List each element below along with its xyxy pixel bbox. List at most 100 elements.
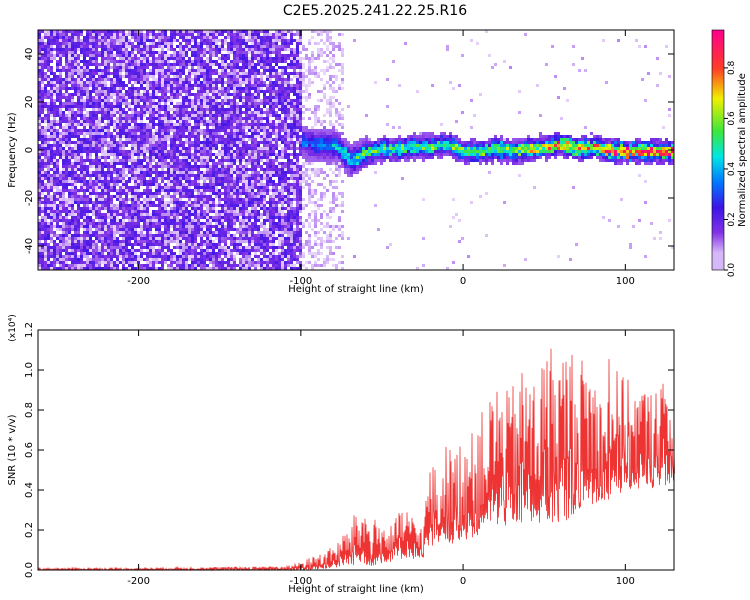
heatmap-cell <box>242 207 245 210</box>
heatmap-cell <box>170 162 173 165</box>
heatmap-cell <box>161 75 164 78</box>
heatmap-cell <box>56 243 59 246</box>
heatmap-cell <box>62 159 65 162</box>
heatmap-cell <box>38 66 41 69</box>
heatmap-cell <box>116 174 119 177</box>
heatmap-cell <box>164 108 167 111</box>
heatmap-cell <box>185 264 188 267</box>
heatmap-cell <box>215 132 218 135</box>
heatmap-cell <box>50 36 53 39</box>
heatmap-cell <box>203 267 206 270</box>
heatmap-cell <box>146 186 149 189</box>
heatmap-cell <box>176 33 179 36</box>
heatmap-cell <box>80 75 83 78</box>
heatmap-cell <box>182 120 185 123</box>
heatmap-cell <box>53 207 56 210</box>
heatmap-cell <box>236 72 239 75</box>
heatmap-cell <box>164 240 167 243</box>
heatmap-cell <box>77 129 80 132</box>
heatmap-cell <box>134 210 137 213</box>
heatmap-cell <box>158 192 161 195</box>
heatmap-cell <box>134 120 137 123</box>
heatmap-cell <box>203 195 206 198</box>
heatmap-cell <box>110 39 113 42</box>
heatmap-cell <box>77 153 80 156</box>
heatmap-cell <box>131 36 134 39</box>
heatmap-cell <box>167 54 170 57</box>
heatmap-cell <box>200 72 203 75</box>
heatmap-cell <box>59 210 62 213</box>
heatmap-cell <box>215 60 218 63</box>
heatmap-cell <box>62 264 65 267</box>
heatmap-cell <box>122 225 125 228</box>
heatmap-cell <box>149 201 152 204</box>
heatmap-cell <box>134 258 137 261</box>
heatmap-cell <box>116 243 119 246</box>
heatmap-cell <box>38 63 41 66</box>
heatmap-cell <box>134 180 137 183</box>
heatmap-cell <box>185 60 188 63</box>
heatmap-cell <box>155 210 158 213</box>
heatmap-cell <box>83 123 86 126</box>
heatmap-cell <box>107 243 110 246</box>
heatmap-cell <box>56 54 59 57</box>
heatmap-cell <box>125 144 128 147</box>
heatmap-cell <box>197 138 200 141</box>
heatmap-cell <box>134 183 137 186</box>
heatmap-cell <box>185 39 188 42</box>
heatmap-cell <box>185 204 188 207</box>
heatmap-cell <box>200 54 203 57</box>
heatmap-cell <box>143 156 146 159</box>
heatmap-cell <box>182 219 185 222</box>
heatmap-cell <box>53 90 56 93</box>
heatmap-cell <box>131 261 134 264</box>
heatmap-cell <box>158 210 161 213</box>
heatmap-cell <box>137 39 140 42</box>
heatmap-cell <box>182 126 185 129</box>
heatmap-cell <box>218 153 221 156</box>
heatmap-cell <box>161 168 164 171</box>
heatmap-cell <box>68 219 71 222</box>
heatmap-cell <box>74 63 77 66</box>
heatmap-cell <box>113 105 116 108</box>
heatmap-cell <box>134 57 137 60</box>
heatmap-cell <box>158 219 161 222</box>
heatmap-cell <box>230 105 233 108</box>
heatmap-cell <box>209 228 212 231</box>
heatmap-cell <box>77 198 80 201</box>
heatmap-cell <box>203 222 206 225</box>
heatmap-cell <box>167 237 170 240</box>
heatmap-cell <box>41 180 44 183</box>
heatmap-cell <box>203 132 206 135</box>
heatmap-cell <box>176 198 179 201</box>
heatmap-cell <box>65 156 68 159</box>
heatmap-cell <box>170 210 173 213</box>
heatmap-cell <box>128 120 131 123</box>
heatmap-cell <box>209 201 212 204</box>
heatmap-cell <box>83 36 86 39</box>
heatmap-cell <box>116 135 119 138</box>
heatmap-cell <box>65 42 68 45</box>
heatmap-cell <box>125 189 128 192</box>
heatmap-cell <box>62 42 65 45</box>
heatmap-cell <box>65 234 68 237</box>
heatmap-cell <box>107 30 110 33</box>
heatmap-cell <box>191 210 194 213</box>
heatmap-cell <box>74 111 77 114</box>
heatmap-cell <box>50 147 53 150</box>
heatmap-cell <box>239 210 242 213</box>
heatmap-cell <box>128 126 131 129</box>
heatmap-cell <box>125 186 128 189</box>
heatmap-cell <box>206 243 209 246</box>
heatmap-cell <box>98 261 101 264</box>
heatmap-cell <box>179 78 182 81</box>
heatmap-cell <box>233 36 236 39</box>
heatmap-cell <box>95 33 98 36</box>
heatmap-cell <box>65 219 68 222</box>
heatmap-cell <box>227 159 230 162</box>
heatmap-cell <box>89 84 92 87</box>
heatmap-cell <box>221 264 224 267</box>
heatmap-cell <box>185 90 188 93</box>
heatmap-cell <box>152 39 155 42</box>
heatmap-cell <box>134 126 137 129</box>
